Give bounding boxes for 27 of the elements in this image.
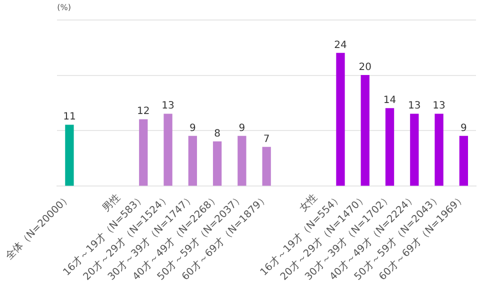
data-label: 9 [189,122,196,134]
bar [212,141,222,186]
data-label: 20 [358,62,372,73]
bar [139,119,148,186]
bar [459,136,468,186]
data-label: 13 [432,100,446,112]
bar [238,136,246,186]
data-label: 8 [214,128,220,140]
data-label: 24 [334,40,347,51]
bar [262,146,271,186]
y-axis-title: (%) [57,3,71,12]
bar [188,136,197,186]
data-label: 12 [137,106,150,118]
bar [410,114,419,186]
data-label: 14 [383,95,396,106]
bar [336,52,345,186]
data-label: 13 [408,100,421,112]
data-label: 13 [162,100,174,112]
data-label: 11 [63,112,76,123]
data-label: 7 [263,134,270,145]
bar [65,124,74,186]
bar [360,74,370,186]
data-label: 9 [460,122,467,134]
data-label: 9 [238,122,246,134]
bar [164,114,172,186]
bar [385,108,394,186]
bar [434,114,444,186]
